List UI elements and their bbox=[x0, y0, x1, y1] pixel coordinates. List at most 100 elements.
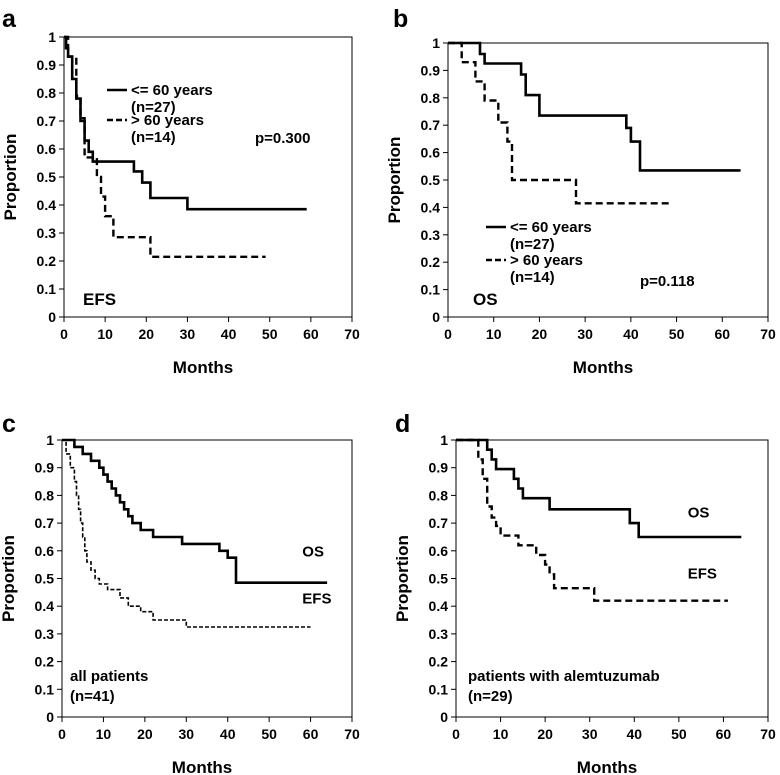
series-line--60-years bbox=[448, 41, 741, 172]
legend-label: > 60 years bbox=[510, 252, 583, 269]
y-tick-label: 0.5 bbox=[35, 571, 55, 587]
x-tick-label: 0 bbox=[60, 326, 68, 342]
legend-label: > 60 years bbox=[131, 112, 204, 129]
y-tick-label: 0.8 bbox=[429, 487, 449, 503]
y-tick-label: 0 bbox=[46, 709, 54, 725]
y-tick-label: 1 bbox=[432, 35, 440, 51]
y-tick-label: 0.9 bbox=[421, 62, 441, 78]
series-line-os bbox=[456, 438, 742, 539]
series-line-efs bbox=[62, 439, 311, 628]
x-tick-label: 50 bbox=[262, 326, 278, 342]
series-line--60-years bbox=[448, 41, 672, 205]
y-tick-label: 0.4 bbox=[421, 199, 441, 215]
panel-letter: b bbox=[393, 5, 408, 33]
x-tick-label: 10 bbox=[493, 726, 509, 742]
x-tick-label: 50 bbox=[669, 326, 685, 342]
x-tick-label: 20 bbox=[137, 726, 153, 742]
x-tick-label: 60 bbox=[714, 326, 730, 342]
panel-a: a00.10.20.30.40.50.60.70.80.910 10 20 30 40 5… bbox=[1, 5, 360, 377]
y-tick-label: 0.7 bbox=[429, 515, 449, 531]
y-tick-label: 0.9 bbox=[37, 57, 57, 73]
y-tick-label: 0.2 bbox=[35, 654, 55, 670]
x-tick-label: 70 bbox=[760, 726, 776, 742]
x-tick-label: 40 bbox=[623, 326, 639, 342]
x-tick-label: 10 bbox=[486, 326, 502, 342]
y-tick-label: 0.5 bbox=[37, 169, 57, 185]
y-tick-label: 0.1 bbox=[35, 681, 55, 697]
x-tick-label: 30 bbox=[577, 326, 593, 342]
y-tick-label: 0.9 bbox=[35, 460, 55, 476]
legend-n: (n=14) bbox=[510, 269, 555, 286]
y-tick-label: 0.6 bbox=[37, 141, 57, 157]
y-tick-label: 1 bbox=[48, 29, 56, 45]
y-tick-label: 0.1 bbox=[429, 681, 449, 697]
x-tick-label: 40 bbox=[626, 726, 642, 742]
x-tick-label: 30 bbox=[178, 726, 194, 742]
panel-c: c00.10.20.30.40.50.60.70.80.910 10 20 30 40 5… bbox=[0, 410, 360, 775]
panel-letter: c bbox=[2, 410, 16, 438]
x-tick-label: 60 bbox=[716, 726, 732, 742]
y-tick-label: 0.8 bbox=[35, 487, 55, 503]
series-line--60-years bbox=[64, 35, 266, 258]
x-tick-label: 0 bbox=[452, 726, 460, 742]
y-tick-label: 0.2 bbox=[421, 254, 441, 270]
y-tick-label: 0.3 bbox=[37, 225, 57, 241]
y-tick-label: 0.1 bbox=[421, 282, 441, 298]
x-axis-label: Months bbox=[577, 758, 637, 775]
legend-n: (n=27) bbox=[510, 236, 555, 253]
y-tick-label: 0.6 bbox=[421, 145, 441, 161]
panel-title: EFS bbox=[83, 290, 116, 309]
x-tick-label: 60 bbox=[303, 726, 319, 742]
series-line-os bbox=[62, 438, 328, 584]
x-tick-label: 50 bbox=[671, 726, 687, 742]
panel-b: b00.10.20.30.40.50.60.70.80.910 10 20 30 40 5… bbox=[385, 5, 776, 377]
y-tick-label: 0.2 bbox=[429, 654, 449, 670]
x-tick-label: 40 bbox=[221, 326, 237, 342]
p-value: p=0.118 bbox=[640, 273, 695, 290]
series-label: EFS bbox=[688, 566, 717, 583]
y-tick-label: 0.4 bbox=[35, 598, 55, 614]
y-tick-label: 0.7 bbox=[37, 113, 57, 129]
y-tick-label: 0.7 bbox=[35, 515, 55, 531]
x-axis-label: Months bbox=[172, 758, 232, 775]
y-tick-label: 0.8 bbox=[37, 85, 57, 101]
y-axis-label: Proportion bbox=[393, 535, 412, 622]
y-tick-label: 1 bbox=[46, 432, 54, 448]
x-tick-label: 70 bbox=[760, 326, 776, 342]
x-tick-label: 70 bbox=[344, 326, 360, 342]
y-tick-label: 0.5 bbox=[421, 172, 441, 188]
y-tick-label: 1 bbox=[440, 432, 448, 448]
x-tick-label: 30 bbox=[582, 726, 598, 742]
legend-label: <= 60 years bbox=[510, 219, 592, 236]
x-tick-label: 40 bbox=[220, 726, 236, 742]
x-tick-label: 0 bbox=[58, 726, 66, 742]
y-tick-label: 0.4 bbox=[37, 197, 57, 213]
y-tick-label: 0 bbox=[48, 309, 56, 325]
panel-letter: a bbox=[2, 5, 17, 33]
y-axis-label: Proportion bbox=[1, 134, 20, 221]
panel-annotation: patients with alemtuzumab bbox=[468, 668, 660, 685]
y-tick-label: 0.9 bbox=[429, 460, 449, 476]
panel-letter: d bbox=[395, 410, 410, 438]
x-tick-label: 50 bbox=[261, 726, 277, 742]
x-tick-label: 20 bbox=[532, 326, 548, 342]
p-value: p=0.300 bbox=[255, 130, 310, 147]
y-tick-label: 0.3 bbox=[35, 626, 55, 642]
y-tick-label: 0.6 bbox=[35, 543, 55, 559]
panel-d: d00.10.20.30.40.50.60.70.80.910 10 20 30 40 5… bbox=[393, 410, 776, 775]
series-label: OS bbox=[688, 505, 710, 522]
x-tick-label: 20 bbox=[537, 726, 553, 742]
y-tick-label: 0.5 bbox=[429, 571, 449, 587]
y-tick-label: 0.8 bbox=[421, 90, 441, 106]
x-axis-label: Months bbox=[173, 358, 233, 377]
panel-title: OS bbox=[473, 290, 498, 309]
panel-annotation-n: (n=29) bbox=[468, 688, 513, 705]
y-tick-label: 0.7 bbox=[421, 117, 441, 133]
y-axis-label: Proportion bbox=[385, 137, 404, 224]
series-label: OS bbox=[302, 543, 324, 560]
x-tick-label: 20 bbox=[138, 326, 154, 342]
y-tick-label: 0.6 bbox=[429, 543, 449, 559]
x-tick-label: 60 bbox=[303, 326, 319, 342]
y-tick-label: 0.2 bbox=[37, 253, 57, 269]
legend-label: <= 60 years bbox=[131, 82, 213, 99]
